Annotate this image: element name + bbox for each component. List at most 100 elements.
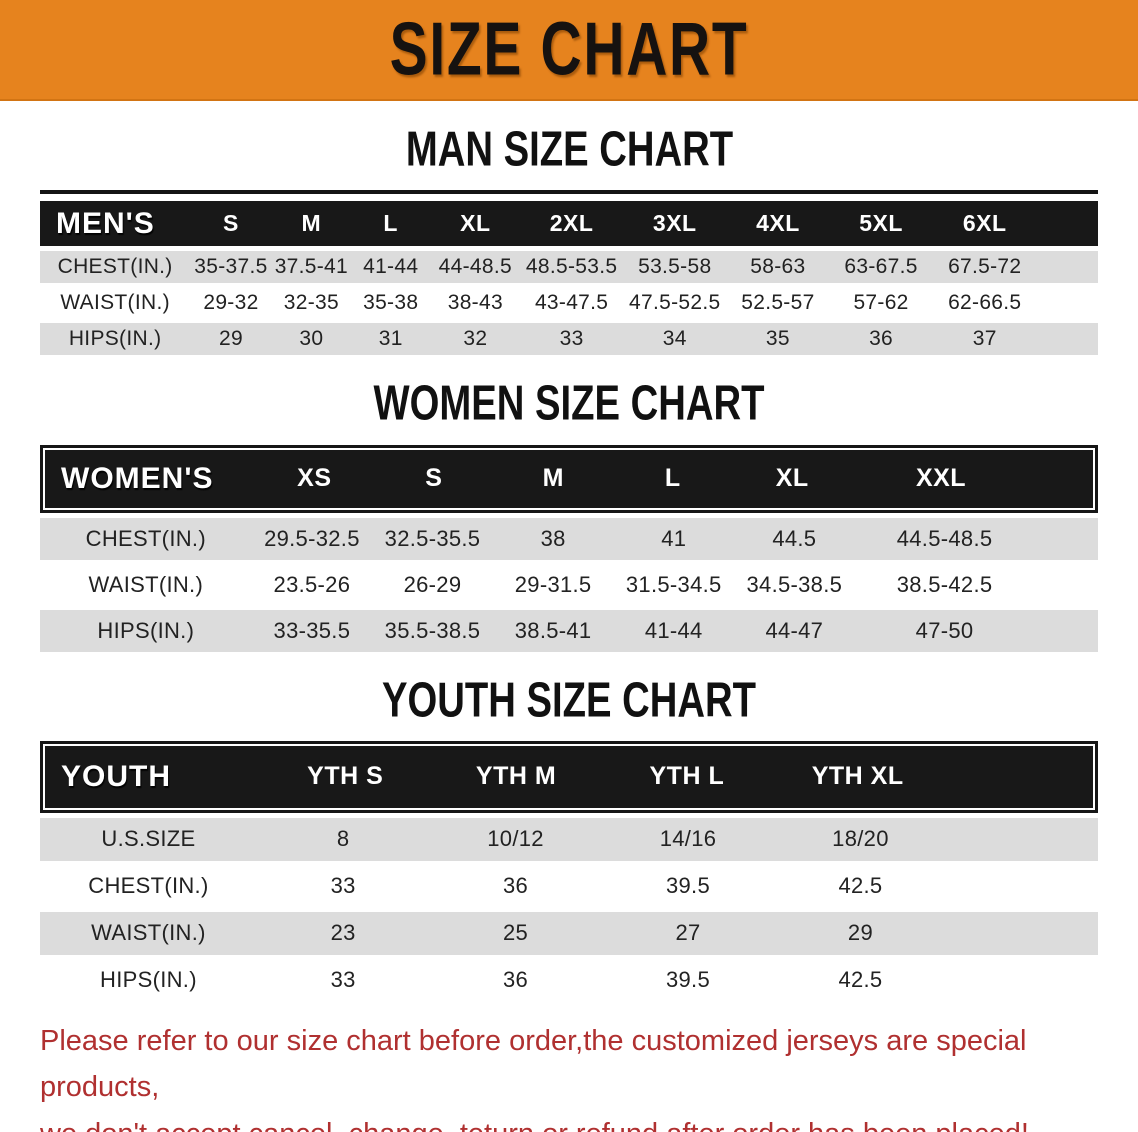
cell-value: 32: [463, 327, 488, 351]
table-row: HIPS(IN.) 33-35.5 35.5-38.5 38.5-41 41-44 44-…: [40, 609, 1098, 652]
cell-value: 32.5-35.5: [384, 525, 481, 551]
section-heading-text: WOMEN SIZE CHART: [373, 374, 765, 431]
column-header: 6XL: [962, 210, 1007, 237]
cell-value: 35-37.5: [194, 255, 268, 279]
table-row: HIPS(IN.) 33 36 39.5 42.5: [40, 958, 1098, 1002]
cell-value: 41: [661, 525, 687, 551]
column-header: M: [542, 464, 564, 492]
section-women: WOMEN SIZE CHART WOMEN'S XS S M L XL XXL CHEST(I…: [0, 374, 1138, 652]
row-label: HIPS(IN.): [100, 967, 197, 993]
cell-value: 53.5-58: [638, 255, 712, 279]
cell-value: 57-62: [853, 291, 909, 315]
table-body: U.S.SIZE 8 10/12 14/16 18/20 CHEST(IN.) 33 36 39…: [40, 817, 1098, 1002]
column-header: XL: [775, 464, 809, 492]
row-label: HIPS(IN.): [97, 617, 195, 643]
cell-value: 62-66.5: [948, 291, 1022, 315]
cell-value: 29-31.5: [514, 571, 592, 597]
cell-value: 8: [336, 826, 350, 852]
table-header-band: YOUTH YTH S YTH M YTH L YTH XL: [40, 740, 1098, 813]
cell-value: 25: [503, 920, 529, 946]
cell-value: 31.5-34.5: [625, 571, 722, 597]
section-men: MAN SIZE CHART MEN'S S M L XL 2XL 3XL 4XL 5XL 6XL C…: [0, 120, 1138, 356]
section-heading: MAN SIZE CHART: [0, 120, 1138, 177]
cell-value: 41-44: [644, 617, 703, 643]
cell-value: 23.5-26: [273, 571, 351, 597]
banner-title: SIZE CHART: [358, 12, 780, 87]
cell-value: 42.5: [838, 967, 883, 993]
notice-line-1: Please refer to our size chart before or…: [40, 1024, 1027, 1104]
cell-value: 58-63: [750, 255, 806, 279]
column-header: 2XL: [549, 210, 594, 237]
size-table-women: WOMEN'S XS S M L XL XXL CHEST(IN.) 29.5-32.5 32.5…: [40, 444, 1098, 652]
table-header-band: MEN'S S M L XL 2XL 3XL 4XL 5XL 6XL: [40, 201, 1098, 247]
size-chart-sections: MAN SIZE CHART MEN'S S M L XL 2XL 3XL 4XL 5XL 6XL C…: [0, 120, 1138, 1002]
cell-value: 41-44: [363, 255, 419, 279]
cell-value: 48.5-53.5: [525, 255, 618, 279]
notice-line-2: we don't accept cancel, change, teturn o…: [40, 1111, 1098, 1132]
table-group-label: WOMEN'S: [61, 461, 214, 495]
column-header: XL: [460, 210, 491, 237]
row-label: CHEST(IN.): [88, 873, 209, 899]
column-header: L: [664, 464, 681, 492]
cell-value: 47-50: [915, 617, 974, 643]
cell-value: 36: [503, 873, 529, 899]
cell-value: 52.5-57: [741, 291, 815, 315]
banner-title-text: SIZE CHART: [389, 7, 749, 92]
column-header: L: [383, 210, 398, 237]
column-header: YTH L: [649, 762, 725, 791]
column-header: 5XL: [859, 210, 903, 237]
cell-value: 44-48.5: [438, 255, 512, 279]
cell-value: 29-32: [203, 291, 259, 315]
table-row: WAIST(IN.) 29-32 32-35 35-38 38-43 43-47.5 47.…: [40, 287, 1098, 320]
section-heading-text: MAN SIZE CHART: [405, 120, 733, 177]
cell-value: 33: [330, 873, 356, 899]
row-label: WAIST(IN.): [88, 571, 204, 597]
table-header-row: MEN'S S M L XL 2XL 3XL 4XL 5XL 6XL: [40, 201, 1098, 247]
cell-value: 34: [662, 327, 687, 351]
cell-value: 30: [299, 327, 324, 351]
cell-value: 29: [847, 920, 873, 946]
cell-value: 26-29: [403, 571, 462, 597]
table-row: WAIST(IN.) 23 25 27 29: [40, 911, 1098, 955]
table-row: CHEST(IN.) 29.5-32.5 32.5-35.5 38 41 44.5 44.5…: [40, 517, 1098, 560]
table-body: CHEST(IN.) 29.5-32.5 32.5-35.5 38 41 44.5 44.5…: [40, 517, 1098, 652]
table-row: CHEST(IN.) 33 36 39.5 42.5: [40, 864, 1098, 908]
cell-value: 34.5-38.5: [746, 571, 843, 597]
cell-value: 37.5-41: [274, 255, 349, 279]
cell-value: 29.5-32.5: [264, 525, 360, 551]
column-header: XXL: [915, 464, 967, 492]
row-label: CHEST(IN.): [85, 525, 206, 551]
footer-notice: Please refer to our size chart before or…: [40, 1018, 1098, 1132]
cell-value: 10/12: [487, 826, 544, 852]
column-header: S: [425, 464, 443, 492]
section-heading: YOUTH SIZE CHART: [0, 670, 1138, 728]
table-body: CHEST(IN.) 35-37.5 37.5-41 41-44 44-48.5 48.5…: [40, 251, 1098, 356]
table-group-label: YOUTH: [61, 759, 171, 793]
cell-value: 35.5-38.5: [384, 617, 481, 643]
cell-value: 38-43: [447, 291, 503, 315]
cell-value: 39.5: [665, 873, 711, 899]
cell-value: 42.5: [838, 873, 883, 899]
column-header: YTH M: [475, 762, 557, 791]
column-header: 4XL: [756, 210, 800, 237]
row-label: WAIST(IN.): [91, 920, 206, 946]
cell-value: 38.5-41: [514, 617, 592, 643]
cell-value: 47.5-52.5: [629, 291, 721, 315]
cell-value: 33: [330, 967, 356, 993]
cell-value: 38: [540, 525, 566, 551]
row-label: WAIST(IN.): [60, 291, 170, 315]
cell-value: 23: [330, 920, 356, 946]
table-top-rule: [40, 190, 1098, 195]
table-header-band: WOMEN'S XS S M L XL XXL: [40, 444, 1098, 513]
cell-value: 27: [675, 920, 701, 946]
column-header: YTH XL: [811, 762, 904, 791]
section-heading-text: YOUTH SIZE CHART: [381, 670, 756, 728]
row-label: CHEST(IN.): [57, 255, 173, 279]
cell-value: 35: [765, 327, 790, 351]
cell-value: 38.5-42.5: [896, 571, 993, 597]
size-table-men: MEN'S S M L XL 2XL 3XL 4XL 5XL 6XL CHEST(IN.) 35-37…: [40, 190, 1098, 356]
cell-value: 67.5-72: [948, 255, 1022, 279]
table-row: WAIST(IN.) 23.5-26 26-29 29-31.5 31.5-34.5 34…: [40, 563, 1098, 606]
cell-value: 63-67.5: [844, 255, 918, 279]
cell-value: 39.5: [665, 967, 711, 993]
